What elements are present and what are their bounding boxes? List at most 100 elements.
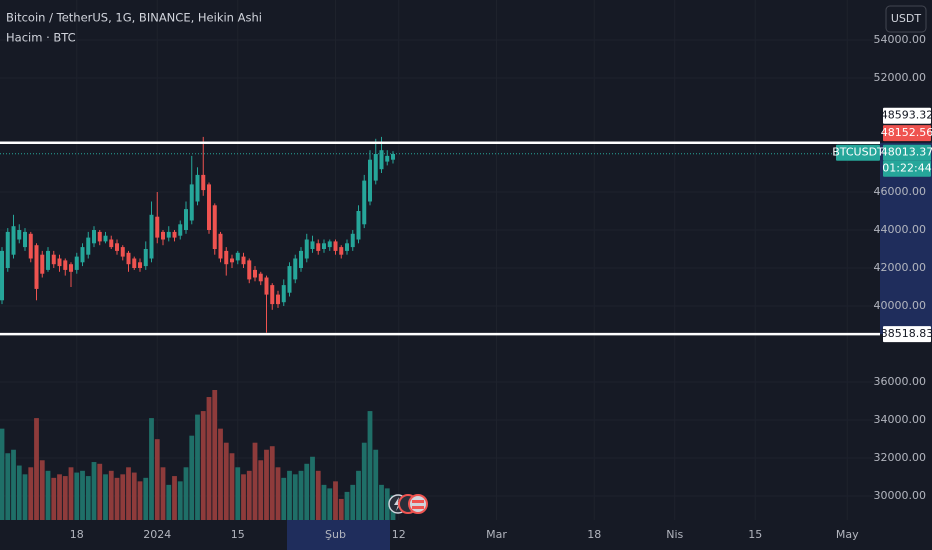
- volume-bar: [114, 477, 120, 520]
- volume-bar: [91, 462, 97, 520]
- time-axis: [0, 520, 880, 550]
- y-tick-label: 40000.00: [874, 299, 927, 312]
- candle-body: [235, 252, 240, 261]
- candle-body: [57, 258, 62, 267]
- volume-bar: [379, 484, 384, 520]
- candle-body: [264, 277, 269, 295]
- candle-body: [92, 229, 97, 244]
- candle-body: [321, 243, 326, 249]
- candle-body: [115, 243, 120, 251]
- candle-body: [344, 243, 349, 251]
- candle-body: [17, 229, 22, 240]
- volume-bar: [166, 484, 172, 520]
- y-tick-label: 30000.00: [874, 489, 927, 502]
- volume-bar: [177, 481, 183, 520]
- candle-body: [385, 155, 390, 162]
- volume-bar: [344, 491, 350, 520]
- volume-bar: [292, 474, 298, 520]
- volume-bar: [85, 476, 91, 520]
- line-price-label-box: [883, 107, 931, 124]
- candle-body: [63, 260, 68, 270]
- candle-body: [86, 237, 91, 255]
- x-tick-label: 18: [587, 528, 601, 541]
- volume-bar: [356, 470, 361, 520]
- volume-bar: [287, 470, 292, 520]
- volume-bar: [0, 428, 5, 520]
- line-price-label: 48593.32: [881, 109, 932, 122]
- candle-body: [339, 247, 344, 255]
- y-tick-label: 52000.00: [874, 71, 927, 84]
- candle-body: [201, 174, 206, 191]
- candle-body: [207, 184, 212, 230]
- volume-bar: [241, 474, 246, 520]
- volume-bar: [57, 474, 62, 520]
- volume-bar: [189, 435, 195, 520]
- candle-body: [189, 184, 194, 221]
- candle-body: [287, 266, 292, 293]
- volume-bar: [223, 442, 229, 520]
- volume-bar: [246, 470, 252, 520]
- volume-bar: [315, 470, 321, 520]
- volume-bar: [149, 418, 154, 520]
- volume-bar: [304, 463, 310, 520]
- candle-body: [138, 262, 143, 268]
- candle-body: [5, 231, 10, 268]
- last-price-label: 48013.37: [881, 146, 932, 159]
- event-icons: [388, 494, 428, 514]
- volume-bar: [80, 470, 85, 520]
- volume-bar: [269, 446, 275, 520]
- candle-body: [46, 250, 51, 270]
- candle-body: [247, 260, 252, 280]
- candle-body: [367, 159, 372, 202]
- candle-body: [350, 233, 355, 248]
- candle-body: [379, 150, 384, 170]
- volume-bar: [143, 477, 149, 520]
- candle-body: [212, 205, 217, 249]
- flag-stripe: [412, 506, 424, 509]
- high-price-label-box: [883, 125, 931, 142]
- volume-bar: [373, 449, 379, 520]
- volume-bar: [338, 498, 344, 520]
- x-tick-label: Şub: [325, 528, 346, 541]
- candle-body: [132, 258, 137, 268]
- x-tick-label: 15: [748, 528, 762, 541]
- x-tick-label: 18: [70, 528, 84, 541]
- volume-bar: [367, 411, 373, 520]
- currency-button[interactable]: [885, 5, 927, 33]
- candle-body: [373, 153, 378, 181]
- volume-bar: [327, 488, 333, 520]
- currency-button-label: USDT: [891, 12, 922, 25]
- x-tick-label: Nis: [666, 528, 683, 541]
- volume-bar: [103, 474, 108, 520]
- volume-bar: [28, 467, 34, 520]
- volume-bar: [172, 476, 177, 520]
- candle-body: [143, 248, 148, 267]
- volume-bar: [264, 449, 269, 520]
- volume-bar: [310, 456, 315, 520]
- y-tick-label: 32000.00: [874, 451, 927, 464]
- volume-bar: [154, 439, 160, 520]
- volume-bar: [384, 488, 390, 520]
- volume-bar: [235, 467, 241, 520]
- volume-bar: [333, 481, 338, 520]
- volume-bar: [229, 453, 235, 520]
- volume-bar: [16, 465, 22, 520]
- volume-bar: [200, 411, 206, 520]
- candle-body: [0, 250, 5, 301]
- y-tick-label: 46000.00: [874, 185, 927, 198]
- candle-body: [161, 231, 166, 240]
- y-tick-label: 36000.00: [874, 375, 927, 388]
- x-tick-label: 12: [392, 528, 406, 541]
- candle-body: [34, 245, 39, 289]
- volume-bar: [45, 470, 51, 520]
- candle-body: [333, 241, 338, 251]
- candle-body: [103, 235, 108, 242]
- candle-body: [11, 226, 16, 255]
- event-icon[interactable]: [408, 494, 428, 514]
- volume-bar: [206, 397, 212, 520]
- volume-bar: [252, 442, 258, 520]
- candle-body: [281, 285, 286, 303]
- candle-body: [224, 250, 229, 265]
- flag-stripe: [412, 500, 424, 503]
